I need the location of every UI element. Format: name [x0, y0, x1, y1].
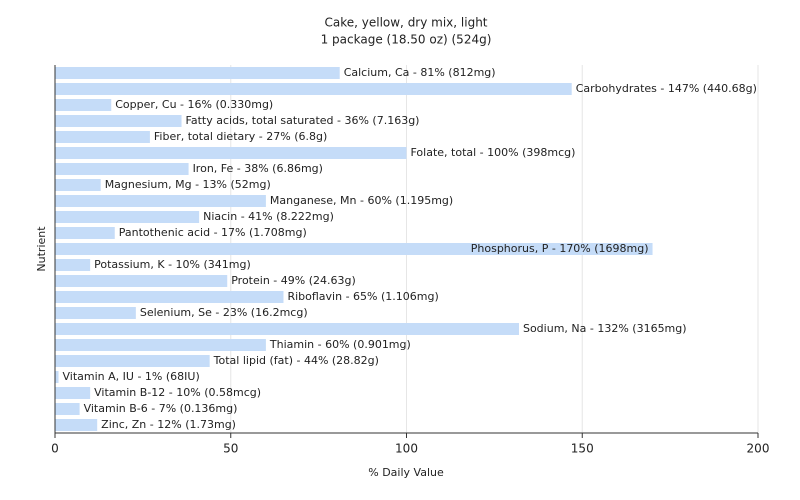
data-label: Potassium, K - 10% (341mg) [94, 258, 251, 271]
data-label: Zinc, Zn - 12% (1.73mg) [101, 418, 236, 431]
data-label: Vitamin A, IU - 1% (68IU) [63, 370, 200, 383]
bar [55, 275, 228, 287]
data-label: Magnesium, Mg - 13% (52mg) [105, 178, 271, 191]
bar [55, 179, 101, 191]
x-tick-label: 150 [571, 442, 594, 456]
bar [55, 195, 266, 207]
data-label: Carbohydrates - 147% (440.68g) [576, 82, 757, 95]
data-label: Niacin - 41% (8.222mg) [203, 210, 334, 223]
bar [55, 99, 112, 111]
bar [55, 291, 284, 303]
x-tick-label: 0 [51, 442, 59, 456]
bar [55, 307, 136, 319]
data-label: Sodium, Na - 132% (3165mg) [523, 322, 687, 335]
data-label: Total lipid (fat) - 44% (28.82g) [213, 354, 379, 367]
x-tick-label: 100 [395, 442, 418, 456]
bar [55, 131, 150, 143]
x-tick-label: 200 [747, 442, 770, 456]
data-label: Fiber, total dietary - 27% (6.8g) [154, 130, 327, 143]
chart-title: Cake, yellow, dry mix, light [324, 16, 487, 30]
bar [55, 259, 91, 271]
bar [55, 163, 189, 175]
data-label: Thiamin - 60% (0.901mg) [269, 338, 411, 351]
data-label: Phosphorus, P - 170% (1698mg) [471, 242, 649, 255]
bar [55, 227, 115, 239]
bar [55, 387, 91, 399]
data-label: Selenium, Se - 23% (16.2mcg) [140, 306, 308, 319]
bar [55, 83, 572, 95]
data-label: Protein - 49% (24.63g) [231, 274, 356, 287]
bar [55, 339, 266, 351]
bar [55, 67, 340, 79]
bar [55, 147, 407, 159]
data-label: Iron, Fe - 38% (6.86mg) [193, 162, 323, 175]
data-label: Fatty acids, total saturated - 36% (7.16… [186, 114, 420, 127]
bar [55, 419, 98, 431]
data-label: Riboflavin - 65% (1.106mg) [287, 290, 438, 303]
y-axis-label: Nutrient [35, 226, 48, 272]
data-label: Vitamin B-12 - 10% (0.58mcg) [94, 386, 261, 399]
data-label: Vitamin B-6 - 7% (0.136mg) [84, 402, 238, 415]
bar [55, 211, 200, 223]
bar [55, 403, 80, 415]
x-tick-label: 50 [223, 442, 238, 456]
data-label: Calcium, Ca - 81% (812mg) [344, 66, 496, 79]
data-label: Pantothenic acid - 17% (1.708mg) [119, 226, 307, 239]
chart-subtitle: 1 package (18.50 oz) (524g) [321, 33, 492, 47]
data-label: Folate, total - 100% (398mcg) [411, 146, 576, 159]
bar [55, 371, 59, 383]
bar [55, 115, 182, 127]
data-label: Manganese, Mn - 60% (1.195mg) [270, 194, 453, 207]
x-axis-label: % Daily Value [368, 466, 444, 479]
bar [55, 323, 519, 335]
data-label: Copper, Cu - 16% (0.330mg) [115, 98, 273, 111]
bar [55, 243, 653, 255]
bar [55, 355, 210, 367]
